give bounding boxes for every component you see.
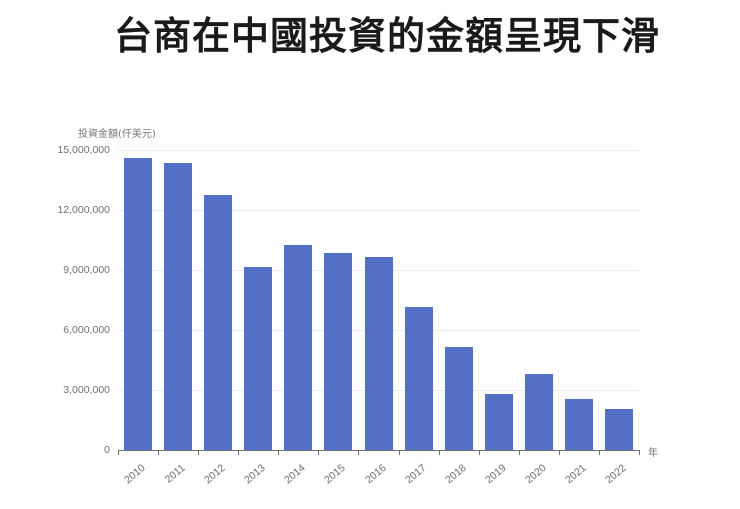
x-tick-label: 2013 (242, 462, 268, 487)
bar-2019[interactable] (485, 394, 513, 450)
bar-2013[interactable] (244, 267, 272, 450)
x-tick-label: 2022 (603, 462, 629, 487)
x-tick-label: 2014 (282, 462, 308, 487)
bar-2018[interactable] (445, 347, 473, 450)
x-tick (278, 450, 279, 455)
bar-2021[interactable] (565, 399, 593, 450)
bar-2020[interactable] (525, 374, 553, 450)
x-tick (599, 450, 600, 455)
bar-2016[interactable] (365, 257, 393, 450)
x-tick-label: 2019 (483, 462, 509, 487)
bar-2012[interactable] (204, 195, 232, 450)
bar-2017[interactable] (405, 307, 433, 450)
x-tick-label: 2015 (322, 462, 348, 487)
x-tick (519, 450, 520, 455)
x-tick (198, 450, 199, 455)
x-axis-title: 年 (648, 448, 658, 459)
x-tick (238, 450, 239, 455)
bar-2022[interactable] (605, 409, 633, 450)
x-tick (639, 450, 640, 455)
y-tick-label: 15,000,000 (57, 144, 110, 156)
x-tick-label: 2010 (122, 462, 148, 487)
x-tick-label: 2017 (403, 462, 429, 487)
x-tick (118, 450, 119, 455)
gridline (118, 210, 639, 211)
x-tick (439, 450, 440, 455)
x-tick-label: 2012 (202, 462, 228, 487)
x-tick (479, 450, 480, 455)
bar-2015[interactable] (324, 253, 352, 450)
y-axis-title: 投資金額(仟美元) (78, 129, 156, 140)
y-tick-label: 9,000,000 (63, 264, 110, 276)
y-tick-label: 12,000,000 (57, 204, 110, 216)
x-tick-label: 2016 (363, 462, 389, 487)
x-axis-line (118, 450, 639, 451)
x-tick-label: 2020 (523, 462, 549, 487)
x-tick-label: 2011 (162, 462, 188, 486)
chart-title: 台商在中國投資的金額呈現下滑 (113, 14, 660, 58)
y-tick-label: 6,000,000 (63, 324, 110, 336)
bar-2011[interactable] (164, 163, 192, 450)
gridline (118, 150, 639, 151)
x-tick (358, 450, 359, 455)
bar-2014[interactable] (284, 245, 312, 450)
x-tick (399, 450, 400, 455)
bar-2010[interactable] (124, 158, 152, 450)
x-tick (158, 450, 159, 455)
y-tick-label: 0 (104, 444, 110, 456)
x-tick (559, 450, 560, 455)
x-tick (318, 450, 319, 455)
y-tick-label: 3,000,000 (63, 384, 110, 396)
x-tick-label: 2021 (563, 462, 589, 487)
x-tick-label: 2018 (443, 462, 469, 487)
